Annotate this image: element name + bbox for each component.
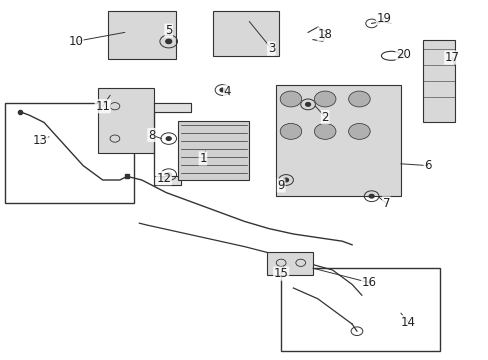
Bar [98,88,154,153]
Bar [266,252,312,275]
Circle shape [348,91,369,107]
Text: 18: 18 [317,28,332,41]
Text: 3: 3 [267,42,275,55]
Circle shape [305,103,310,106]
Circle shape [166,173,171,176]
Text: 4: 4 [223,85,231,98]
Text: 17: 17 [444,51,459,64]
Bar [356,88,393,108]
Bar [212,11,278,56]
Text: 8: 8 [147,129,155,141]
Text: 10: 10 [68,35,83,48]
Circle shape [280,123,301,139]
Bar [276,85,400,196]
Text: 15: 15 [273,267,288,280]
Text: 19: 19 [376,12,390,24]
Bar [107,11,176,59]
Circle shape [314,91,335,107]
Bar [220,16,264,45]
Bar [115,16,159,45]
Bar [178,121,249,180]
Circle shape [280,91,301,107]
Text: 1: 1 [199,152,206,165]
Text: 6: 6 [423,159,431,172]
Bar [5,103,134,203]
Text: 14: 14 [400,316,415,329]
Polygon shape [154,103,190,185]
Circle shape [283,178,288,182]
Circle shape [220,88,224,92]
Circle shape [314,123,335,139]
Text: 20: 20 [395,48,410,60]
Bar [281,268,439,351]
Text: 16: 16 [361,276,376,289]
Circle shape [166,137,171,140]
Circle shape [368,194,373,198]
Text: 9: 9 [277,179,285,192]
Text: 2: 2 [321,111,328,123]
Circle shape [165,39,171,44]
Text: 7: 7 [382,197,389,210]
Bar [422,40,454,122]
Text: 5: 5 [164,24,172,37]
Text: 12: 12 [156,172,171,185]
Circle shape [348,123,369,139]
Text: 13: 13 [33,134,47,147]
Text: 11: 11 [95,100,110,113]
